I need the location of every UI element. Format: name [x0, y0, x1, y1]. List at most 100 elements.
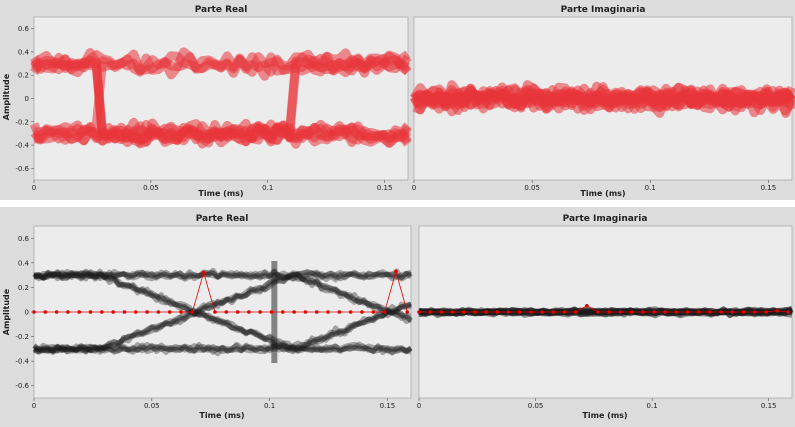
y-tick-label: 0.4: [18, 259, 30, 267]
data-point: [269, 310, 274, 314]
data-point: [382, 310, 387, 314]
data-point: [473, 310, 477, 314]
data-point: [111, 310, 115, 314]
trace-line: [33, 270, 412, 355]
trace-line: [32, 271, 413, 355]
plot-title: Parte Imaginaria: [561, 5, 646, 15]
x-tick-label: 0: [32, 402, 36, 410]
x-tick-label: 0: [417, 402, 421, 410]
x-tick-label: 0: [32, 184, 36, 192]
data-point: [461, 310, 466, 314]
trace-line: [417, 306, 793, 318]
y-tick-label: 0: [25, 95, 29, 103]
y-tick-label: 0.6: [18, 235, 30, 243]
data-point: [652, 310, 656, 314]
x-tick-label: 0.15: [380, 402, 396, 410]
data-point: [281, 310, 285, 314]
plot-top-right: Parte Imaginaria Time (ms) 0 0.05 0.1 0.15: [409, 5, 795, 198]
trace-layer: [29, 47, 412, 149]
data-point: [371, 310, 376, 314]
trace-line: [33, 268, 412, 350]
data-point: [641, 310, 645, 314]
x-ticks: 0 0.05 0.1 0.15: [32, 180, 393, 192]
x-tick-label: 0.05: [143, 184, 159, 192]
x-ticks: 0 0.05 0.1 0.15: [417, 398, 777, 410]
data-point: [618, 310, 623, 314]
y-tick-label: -0.6: [15, 382, 29, 390]
data-point: [235, 310, 240, 314]
data-point: [394, 269, 398, 274]
data-point: [360, 310, 364, 314]
plot-top-left: Parte Real Amplitude Time (ms) 0.6 0.4 0.2…: [2, 5, 412, 198]
data-point: [775, 308, 779, 313]
x-tick-label: 0.1: [262, 184, 273, 192]
data-point: [529, 310, 533, 314]
data-point: [629, 310, 634, 314]
data-point: [179, 310, 183, 314]
x-tick-label: 0.1: [647, 402, 658, 410]
data-point: [122, 310, 127, 314]
data-point: [730, 310, 735, 314]
x-tick-label: 0.15: [761, 184, 777, 192]
data-point: [54, 310, 59, 314]
trace-line: [33, 272, 413, 356]
x-tick-label: 0: [412, 184, 416, 192]
data-point: [88, 310, 93, 314]
data-point: [348, 310, 353, 314]
marker-layer: [417, 304, 791, 314]
y-tick-label: -0.2: [15, 118, 29, 126]
x-tick-label: 0.05: [144, 402, 160, 410]
trace-layer: [32, 261, 413, 363]
data-point: [752, 310, 757, 314]
trace-line: [33, 50, 411, 145]
trace-line: [412, 83, 795, 118]
trace-line: [33, 268, 413, 352]
data-point: [167, 310, 172, 314]
data-point: [573, 310, 578, 314]
trace-line: [33, 269, 412, 353]
data-point: [428, 310, 432, 314]
data-point: [77, 310, 82, 314]
data-point: [201, 270, 206, 275]
trace-line: [33, 269, 412, 351]
y-tick-label: 0.6: [18, 25, 30, 33]
y-tick-label: -0.4: [15, 142, 29, 150]
data-point: [764, 310, 768, 314]
data-point: [133, 310, 138, 314]
data-point: [156, 310, 161, 314]
plot-title: Parte Real: [196, 214, 249, 224]
plot-bottom-right: Parte Imaginaria Time (ms) 0 0.05 0.1 0.15: [417, 214, 794, 420]
trace-layer: [409, 80, 795, 118]
trace-line: [32, 342, 413, 355]
x-tick-label: 0.1: [264, 402, 275, 410]
data-point: [540, 310, 544, 314]
trace-line: [32, 269, 413, 282]
data-point: [43, 310, 48, 314]
data-point: [417, 310, 421, 314]
data-point: [247, 310, 251, 314]
x-ticks: 0 0.05 0.1 0.15: [412, 180, 776, 192]
x-tick-label: 0.15: [761, 402, 777, 410]
marker-layer: [32, 269, 410, 314]
data-point: [190, 310, 195, 314]
y-tick-label: -0.2: [15, 333, 29, 341]
y-ticks: 0.6 0.4 0.2 0 -0.2 -0.4 -0.6: [15, 25, 34, 173]
data-point: [562, 310, 567, 314]
y-tick-label: 0: [25, 309, 29, 317]
x-tick-label: 0.15: [377, 184, 393, 192]
data-point: [685, 310, 690, 314]
trace-line: [33, 268, 412, 283]
data-point: [484, 310, 488, 314]
data-point: [224, 310, 229, 314]
y-axis-label: Amplitude: [2, 288, 11, 335]
data-point: [741, 310, 746, 314]
x-axis-label: Time (ms): [580, 189, 625, 198]
y-tick-label: 0.4: [18, 48, 30, 56]
data-point: [405, 310, 410, 314]
data-point: [292, 310, 296, 314]
trace-line: [33, 274, 412, 355]
y-axis-label: Amplitude: [2, 73, 11, 120]
data-point: [596, 310, 600, 314]
data-point: [663, 310, 667, 314]
